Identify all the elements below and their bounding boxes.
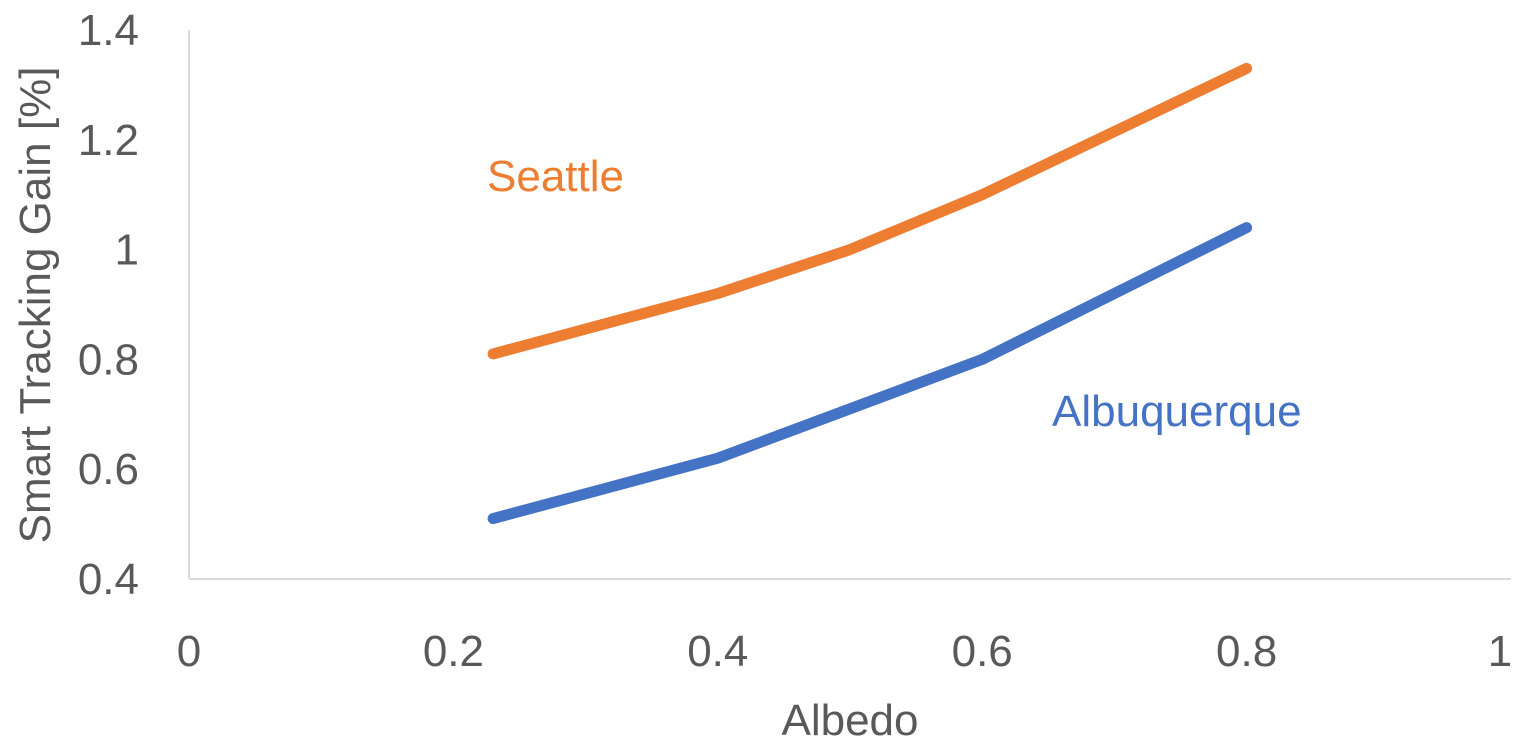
- y-tick-labels: 0.4 0.6 0.8 1 1.2 1.4: [78, 6, 139, 604]
- x-tick-label: 0: [177, 627, 201, 676]
- y-tick-label: 0.6: [78, 445, 139, 494]
- y-tick-label: 1: [115, 226, 139, 275]
- x-axis-title: Albedo: [781, 696, 918, 744]
- y-tick-label: 1.4: [78, 6, 139, 55]
- y-tick-label: 1.2: [78, 116, 139, 165]
- x-tick-label: 0.6: [952, 627, 1013, 676]
- series-lines: [493, 68, 1247, 518]
- y-tick-label: 0.8: [78, 335, 139, 384]
- x-tick-label: 0.2: [423, 627, 484, 676]
- y-axis-title: Smart Tracking Gain [%]: [11, 67, 60, 544]
- series-line-seattle: [493, 68, 1247, 354]
- x-tick-labels: 0 0.2 0.4 0.6 0.8 1: [177, 627, 1512, 676]
- series-line-albuquerque: [493, 228, 1247, 519]
- series-label-seattle: Seattle: [487, 152, 624, 201]
- x-tick-label: 0.4: [687, 627, 748, 676]
- x-tick-label: 0.8: [1216, 627, 1277, 676]
- x-tick-label: 1: [1488, 627, 1512, 676]
- series-label-albuquerque: Albuquerque: [1052, 387, 1302, 436]
- y-tick-label: 0.4: [78, 555, 139, 604]
